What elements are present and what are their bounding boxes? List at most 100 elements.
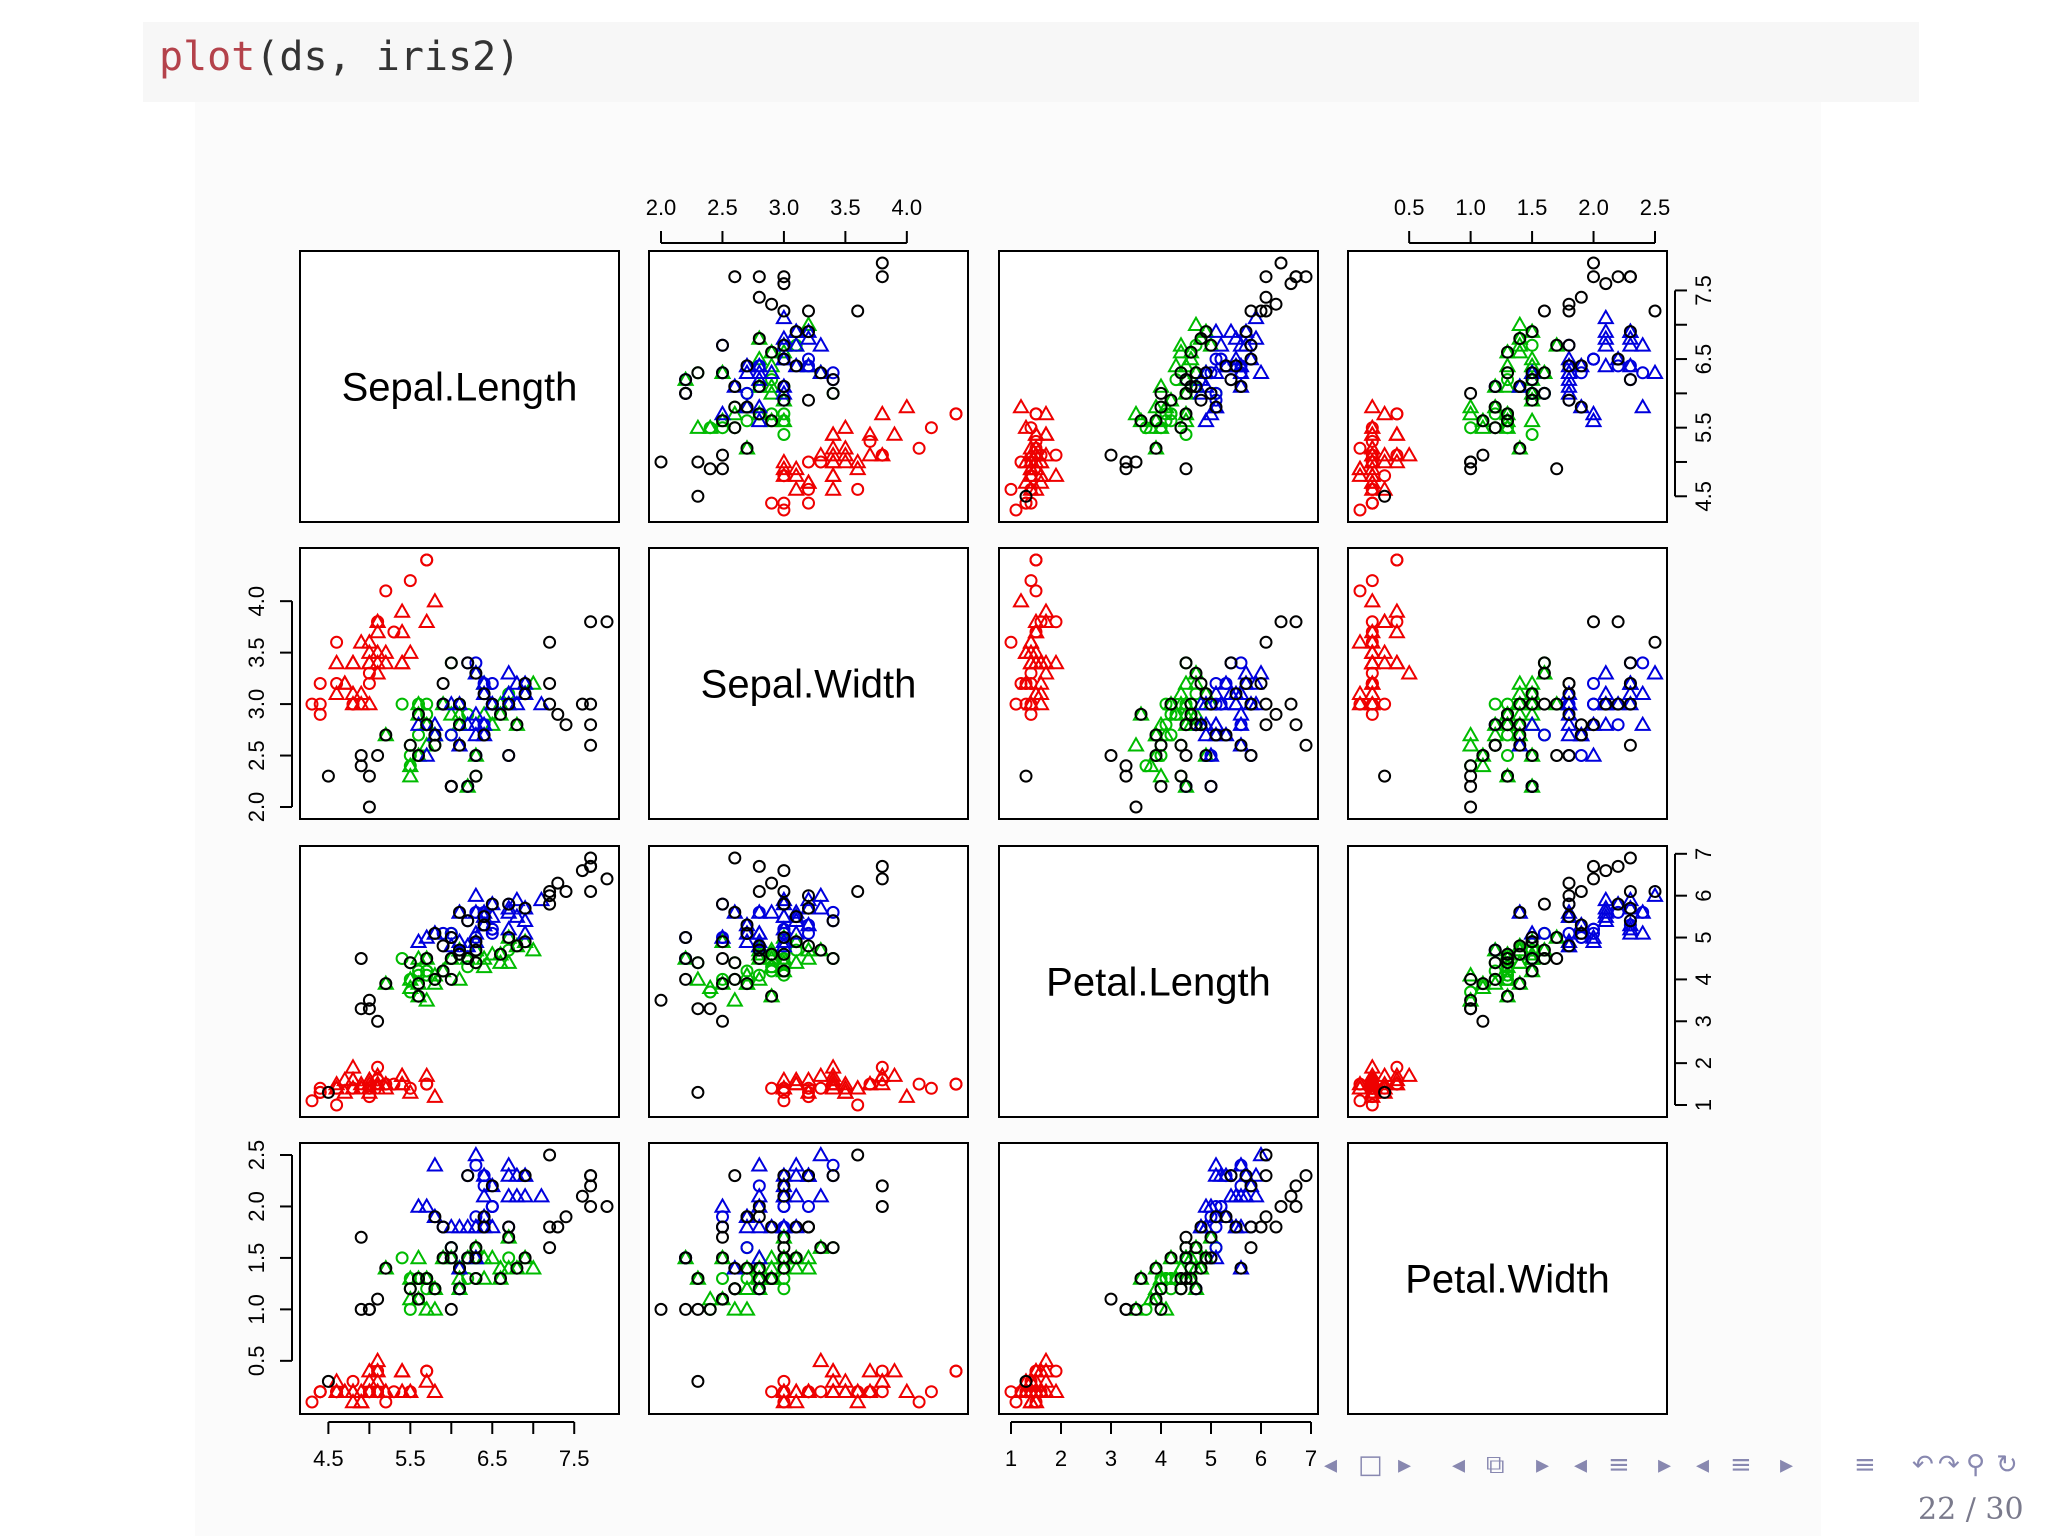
point-g4-21-p21: [775, 936, 793, 953]
nav-glyph-0[interactable]: ◂: [1324, 1450, 1338, 1480]
point-g6-38-p12: [1149, 728, 1163, 742]
point-g0-5-p31: [885, 1362, 904, 1378]
point-g6-44-p10: [412, 749, 425, 762]
point-g1-4-p12: [1024, 574, 1038, 588]
point-g1-3-p01: [912, 441, 926, 455]
point-g1-11-p21: [777, 1081, 791, 1095]
point-g6-39-p32: [1184, 1272, 1198, 1285]
point-g1-1-p10: [305, 697, 319, 711]
nav-glyph-2[interactable]: ▸: [1398, 1450, 1412, 1480]
point-g1-1-p20: [305, 1094, 319, 1108]
point-g6-41-p13: [1488, 738, 1502, 752]
point-g6-9-p30: [559, 1210, 573, 1224]
point-g1-15-p30: [420, 1364, 434, 1378]
point-g0-13-p01: [873, 404, 892, 421]
nav-glyph-5[interactable]: ▸: [1536, 1450, 1550, 1480]
point-g6-19-p12: [1204, 697, 1218, 711]
point-g6-21-p01: [740, 400, 754, 414]
point-g6-0-p10: [575, 697, 589, 711]
tick-label-top-Sepal.Width-0: 2.0: [646, 195, 677, 220]
point-g6-33-p32: [1134, 1272, 1148, 1285]
point-g4-6-p23: [1597, 907, 1615, 923]
point-g6-0-p13: [1599, 697, 1613, 711]
point-g6-0-p03: [1599, 277, 1613, 291]
point-g6-37-p13: [1513, 697, 1527, 711]
nav-glyph-10[interactable]: ≡: [1730, 1450, 1752, 1480]
nav-glyph-12[interactable]: ≡: [1854, 1450, 1876, 1480]
point-g6-4-p21: [875, 859, 889, 873]
panel-0-0: [299, 250, 620, 523]
point-g4-22-p12: [1222, 684, 1240, 700]
point-g6-40-p13: [1525, 687, 1539, 701]
point-g2-12-p20: [499, 953, 518, 969]
nav-glyph-3[interactable]: ◂: [1452, 1450, 1466, 1480]
point-g1-11-p13: [1378, 697, 1392, 711]
point-g6-24-p31: [777, 1179, 791, 1193]
point-g5-1-p23: [1611, 905, 1625, 919]
point-g6-21-p02: [1209, 400, 1223, 414]
tick-label-left-Petal.Width-1: 1.0: [244, 1294, 269, 1325]
tick-label-bottom-Sepal.Length-3: 7.5: [559, 1446, 590, 1471]
point-g6-20-p02: [1224, 373, 1238, 387]
point-g6-23-p02: [1189, 380, 1203, 393]
point-g1-11-p01: [777, 469, 791, 483]
tick-label-left-Sepal.Width-2: 3.0: [244, 689, 269, 720]
point-g0-24-p01: [787, 466, 805, 482]
point-g6-22-p13: [1378, 769, 1392, 783]
point-g6-24-p21: [777, 897, 791, 911]
point-g6-27-p20: [469, 935, 483, 949]
point-g6-30-p03: [1562, 359, 1576, 373]
tick-label-left-Petal.Width-0: 0.5: [244, 1346, 269, 1377]
point-g3-4-p23: [1525, 943, 1539, 957]
nav-glyph-6[interactable]: ◂: [1574, 1450, 1588, 1480]
point-g6-36-p10: [403, 738, 417, 752]
point-g0-28-p31: [824, 1382, 842, 1398]
point-g6-10-p10: [600, 615, 614, 629]
nav-glyph-4[interactable]: ⧉: [1486, 1450, 1505, 1480]
point-g4-25-p12: [1247, 674, 1265, 690]
point-g4-2-p01: [775, 308, 793, 325]
point-g6-28-p02: [1204, 386, 1218, 400]
nav-glyph-11[interactable]: ▸: [1780, 1450, 1794, 1480]
point-g6-21-p20: [428, 926, 442, 940]
point-g1-12-p32: [1034, 1385, 1048, 1399]
point-g3-2-p03: [1525, 428, 1539, 441]
point-g3-0-p01: [703, 421, 717, 435]
point-g0-5-p01: [885, 425, 904, 441]
point-g0-23-p01: [799, 473, 818, 489]
point-g4-8-p03: [1633, 398, 1652, 414]
point-g1-9-p30: [387, 1385, 401, 1399]
point-g1-15-p02: [1029, 407, 1043, 421]
tick-label-left-Sepal.Width-3: 3.5: [244, 637, 269, 668]
point-g6-22-p31: [691, 1374, 705, 1388]
nav-glyph-8[interactable]: ▸: [1658, 1450, 1672, 1480]
nav-glyph-1[interactable]: □: [1358, 1450, 1383, 1480]
point-g4-0-p31: [812, 1145, 830, 1162]
nav-glyph-15[interactable]: ⚲: [1966, 1450, 1986, 1480]
point-g0-17-p01: [812, 446, 830, 462]
point-g6-27-p03: [1525, 366, 1539, 380]
point-g6-7-p20: [543, 889, 557, 903]
point-g6-2-p01: [765, 297, 779, 311]
point-g6-29-p02: [1234, 380, 1248, 393]
nav-glyph-9[interactable]: ◂: [1696, 1450, 1710, 1480]
tick-label-right-Petal.Length-1: 2: [1691, 1057, 1716, 1069]
point-g0-12-p31: [898, 1382, 916, 1398]
point-g1-12-p12: [1034, 615, 1048, 629]
nav-glyph-16[interactable]: ↻: [1996, 1450, 2018, 1480]
nav-glyph-7[interactable]: ≡: [1608, 1450, 1630, 1480]
point-g6-2-p02: [1269, 297, 1283, 311]
point-g6-33-p03: [1501, 414, 1514, 428]
point-g0-29-p10: [360, 643, 379, 659]
point-g1-1-p03: [1353, 503, 1367, 517]
point-g6-18-p32: [1104, 1292, 1118, 1306]
point-g1-1-p02: [1009, 503, 1023, 517]
point-g6-8-p01: [777, 304, 791, 318]
point-g0-22-p10: [377, 653, 395, 670]
point-g6-17-p01: [691, 455, 705, 469]
nav-glyph-14[interactable]: ↷: [1938, 1450, 1960, 1480]
point-g6-13-p02: [1119, 462, 1133, 476]
point-g4-3-p01: [762, 363, 781, 379]
point-g4-22-p23: [1597, 911, 1615, 927]
nav-glyph-13[interactable]: ↶: [1912, 1450, 1934, 1480]
